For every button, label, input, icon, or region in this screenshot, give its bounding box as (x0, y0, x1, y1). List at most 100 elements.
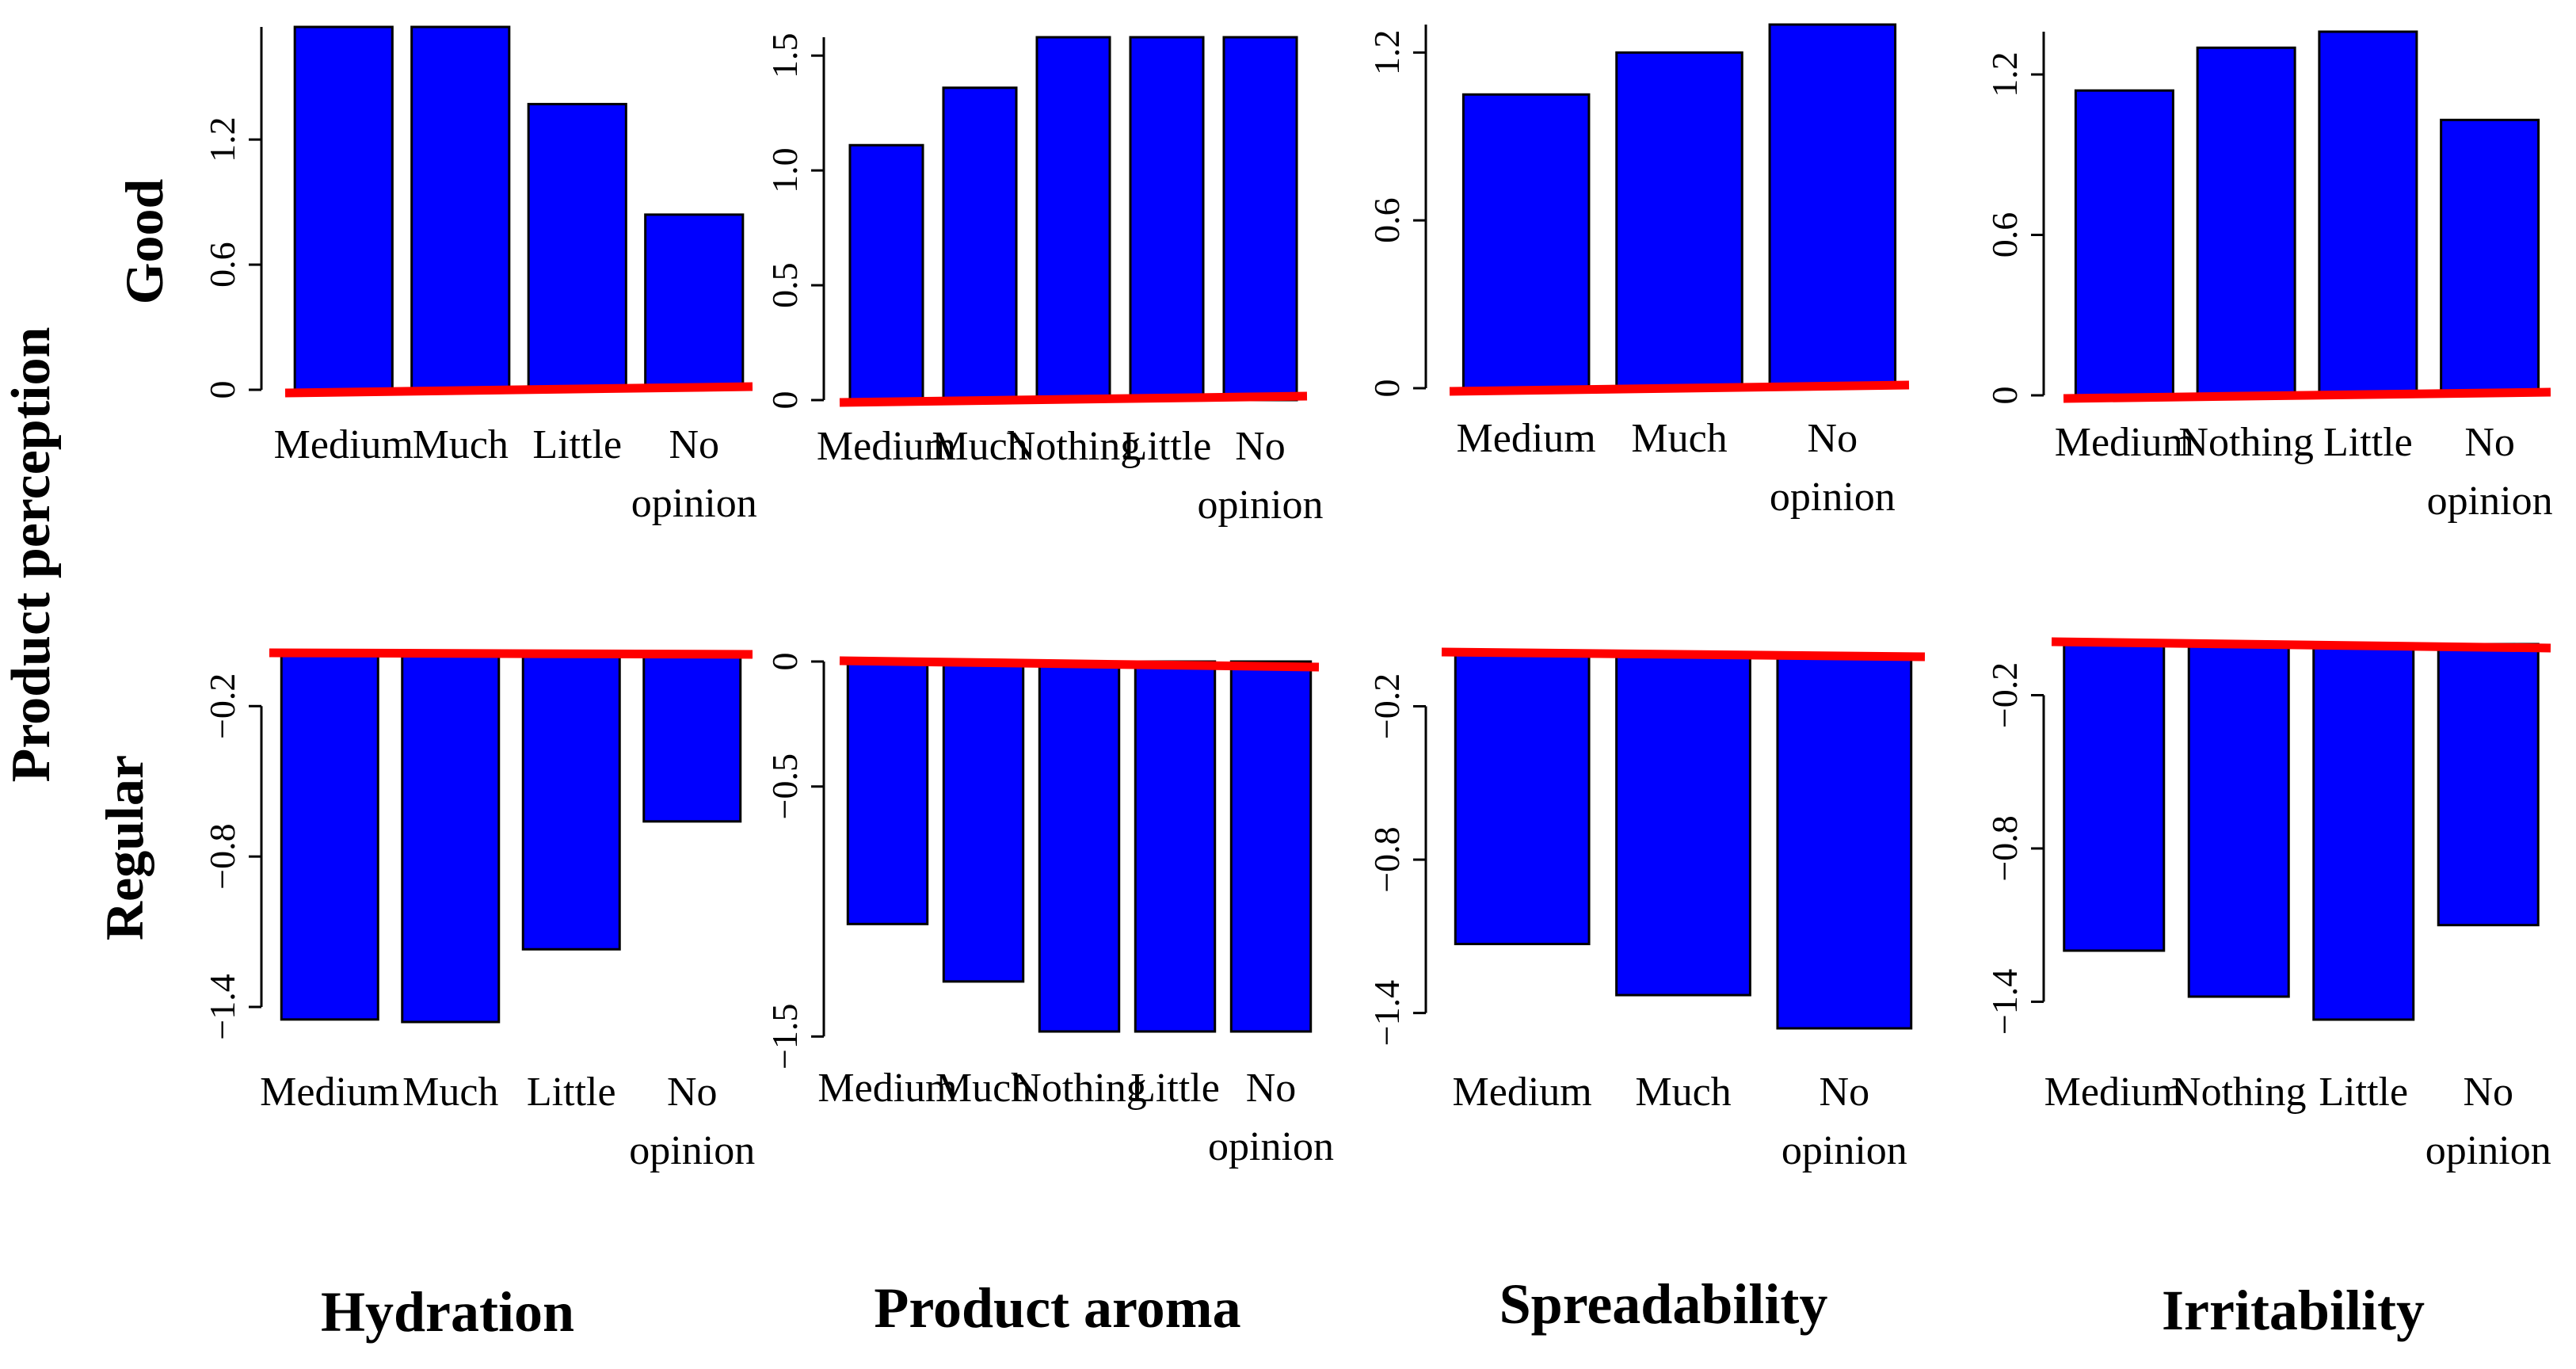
row-title-regular: Regular (94, 755, 154, 940)
bar (401, 654, 501, 1024)
y-tick-label: 0.6 (1984, 212, 2025, 258)
category-label: No opinion (2425, 1070, 2551, 1173)
zero-baseline (269, 648, 753, 659)
category-label: No opinion (1781, 1070, 1907, 1173)
bar (2187, 643, 2290, 998)
category-label: Little (1122, 424, 1212, 469)
bar (1768, 23, 1897, 390)
column-title-product-aroma: Product aroma (874, 1276, 1240, 1340)
category-label: Nothing (2171, 1070, 2306, 1115)
y-tick-label: 1.5 (764, 32, 805, 78)
y-tick-label: −0.2 (202, 673, 242, 739)
bar (848, 143, 924, 402)
bar (1222, 36, 1298, 402)
y-tick-label: 1.2 (202, 116, 242, 162)
y-tick-label: 1.2 (1366, 30, 1407, 76)
category-label: No opinion (1208, 1066, 1334, 1169)
bar (1229, 660, 1313, 1033)
zero-baseline (1449, 380, 1910, 396)
bar (1615, 51, 1743, 390)
category-label: Much (413, 422, 509, 467)
category-label: Medium (1453, 1070, 1592, 1115)
category-label: No opinion (1198, 424, 1324, 528)
bar (521, 654, 621, 951)
bar (280, 654, 379, 1021)
y-tick-label: −1.5 (764, 1004, 805, 1070)
category-label: Nothing (1006, 424, 1141, 469)
bar (1461, 93, 1591, 390)
zero-baseline (284, 382, 753, 398)
y-tick-label: 0 (1366, 379, 1407, 398)
bar (1134, 660, 1217, 1033)
column-title-spreadability: Spreadability (1499, 1272, 1828, 1336)
zero-baseline (2051, 637, 2551, 653)
category-label: Much (402, 1070, 498, 1115)
category-label: No opinion (2427, 420, 2553, 524)
y-tick-label: 0 (202, 381, 242, 399)
category-label: Little (2323, 420, 2413, 465)
category-label: No opinion (631, 422, 757, 526)
bar (846, 660, 929, 925)
y-tick-label: 1.0 (764, 147, 805, 193)
bar (1035, 36, 1111, 402)
y-tick-label: −1.4 (1984, 969, 2025, 1035)
category-label: Much (1631, 416, 1727, 461)
category-label: Little (532, 422, 622, 467)
y-tick-label: 0 (1984, 387, 2025, 405)
y-tick-label: −0.5 (764, 753, 805, 819)
row-title-good: Good (114, 178, 174, 304)
category-label: Medium (817, 1066, 957, 1111)
y-tick-label: −1.4 (1366, 980, 1407, 1046)
category-label: Medium (817, 424, 956, 469)
bar (1129, 36, 1205, 402)
bar (1454, 654, 1591, 946)
category-label: Medium (1457, 416, 1596, 461)
y-tick-label: −1.4 (202, 974, 242, 1039)
bar (1615, 654, 1751, 997)
y-tick-label: 0.6 (202, 242, 242, 288)
bar (1038, 660, 1121, 1033)
zero-baseline (1441, 647, 1926, 662)
bar (642, 654, 742, 823)
zero-baseline (2063, 387, 2551, 403)
bar (2074, 89, 2174, 397)
bar (2196, 46, 2296, 397)
bar (2312, 643, 2415, 1021)
bar (2063, 643, 2166, 952)
zero-baseline (839, 391, 1308, 407)
category-label: No opinion (1770, 416, 1896, 520)
y-tick-label: 0 (764, 653, 805, 671)
bar (644, 213, 745, 391)
column-title-irritability: Irritability (2162, 1279, 2425, 1342)
category-label: Medium (2055, 420, 2194, 465)
category-label: Nothing (2178, 420, 2313, 465)
bar (410, 25, 511, 391)
y-tick-label: 0.6 (1366, 197, 1407, 243)
category-label: Much (1635, 1070, 1731, 1115)
y-tick-label: −0.2 (1984, 662, 2025, 728)
category-label: Little (1130, 1066, 1220, 1111)
bar (1776, 654, 1913, 1030)
y-tick-label: −0.8 (202, 823, 242, 889)
bar (527, 102, 627, 391)
bar (2437, 643, 2540, 927)
y-tick-label: −0.8 (1366, 826, 1407, 892)
category-label: Nothing (1012, 1066, 1146, 1111)
chart-panel-regular-spreadability: −1.4 −0.8 −0.2 Medium Much No opinion (1366, 647, 1926, 1173)
category-label: Medium (2044, 1070, 2184, 1115)
y-tick-label: 0 (764, 391, 805, 410)
category-label: Medium (274, 422, 413, 467)
chart-panel-good-spreadability: 0 0.6 1.2 Medium Much No opinion (1366, 23, 1910, 520)
category-label: Much (936, 1066, 1031, 1111)
bar (2440, 118, 2540, 397)
category-label: No opinion (629, 1070, 755, 1173)
category-label: Little (527, 1070, 616, 1115)
y-tick-label: −0.8 (1984, 815, 2025, 881)
y-tick-label: 1.2 (1984, 51, 2025, 97)
